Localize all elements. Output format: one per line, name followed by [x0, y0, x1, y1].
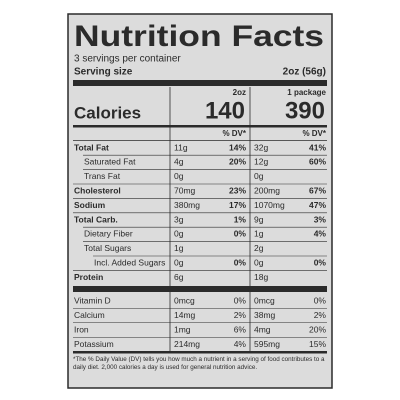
amount: 4mg — [254, 324, 271, 334]
label-box — [67, 13, 333, 389]
daily-value: 0% — [234, 229, 247, 239]
servings: 3 servings per container — [74, 54, 181, 65]
amount: 6g — [174, 272, 184, 282]
medium-rule — [73, 351, 327, 354]
nutrient-name: Total Sugars — [84, 243, 131, 253]
amount: 214mg — [174, 339, 200, 349]
amount: 9g — [254, 214, 264, 224]
amount: 18g — [254, 272, 268, 282]
daily-value: 0% — [314, 295, 327, 305]
amount: 4g — [174, 157, 184, 167]
amount: 11g — [174, 142, 188, 152]
daily-value: 20% — [229, 157, 246, 167]
nutrient-name: Total Fat — [74, 142, 109, 152]
amount: 38mg — [254, 310, 276, 320]
amount: 3g — [174, 214, 184, 224]
medium-rule — [73, 125, 327, 128]
title: Nutrition Facts — [74, 20, 324, 53]
daily-value: 20% — [309, 324, 326, 334]
calories-label: Calories — [74, 103, 141, 122]
amount: 1g — [254, 229, 264, 239]
daily-value: 14% — [229, 142, 246, 152]
nutrient-name: Protein — [74, 272, 103, 282]
column-header: 2oz — [233, 88, 246, 97]
nutrient-name: Saturated Fat — [84, 157, 136, 167]
amount: 1070mg — [254, 200, 285, 210]
daily-value: 0% — [234, 257, 247, 267]
dv-header: % DV* — [302, 129, 326, 138]
amount: 14mg — [174, 310, 196, 320]
amount: 70mg — [174, 185, 196, 195]
serving-size-label: Serving size — [74, 67, 133, 78]
calories-value: 140 — [205, 97, 245, 124]
amount: 0mcg — [174, 295, 195, 305]
amount: 1g — [174, 243, 184, 253]
daily-value: 17% — [229, 200, 246, 210]
amount: 32g — [254, 142, 268, 152]
daily-value: 6% — [234, 324, 247, 334]
amount: 2g — [254, 243, 264, 253]
daily-value: 15% — [309, 339, 326, 349]
daily-value: 0% — [234, 295, 247, 305]
thick-rule — [73, 286, 327, 292]
nutrient-name: Dietary Fiber — [84, 229, 133, 239]
amount: 0g — [174, 171, 184, 181]
nutrient-name: Cholesterol — [74, 185, 121, 195]
dv-header: % DV* — [222, 129, 246, 138]
column-header: 1 package — [287, 88, 326, 97]
amount: 595mg — [254, 339, 280, 349]
thick-rule — [73, 80, 327, 86]
amount: 0g — [174, 257, 184, 267]
nutrient-name: Vitamin D — [74, 295, 111, 305]
nutrient-name: Sodium — [74, 200, 106, 210]
amount: 12g — [254, 157, 268, 167]
calories-value: 390 — [285, 97, 325, 124]
daily-value: 47% — [309, 200, 326, 210]
amount: 200mg — [254, 185, 280, 195]
serving-size: 2oz (56g) — [283, 67, 326, 78]
daily-value: 2% — [314, 310, 327, 320]
daily-value: 41% — [309, 142, 326, 152]
nutrient-name: Total Carb. — [74, 214, 118, 224]
daily-value: 0% — [314, 257, 327, 267]
daily-value: 4% — [314, 229, 327, 239]
nutrient-name: Potassium — [74, 339, 114, 349]
daily-value: 1% — [234, 214, 247, 224]
amount: 0g — [254, 257, 264, 267]
daily-value: 4% — [234, 339, 247, 349]
daily-value: 60% — [309, 157, 326, 167]
amount: 0mcg — [254, 295, 275, 305]
nutrient-name: Incl. Added Sugars — [94, 257, 165, 267]
footnote: *The % Daily Value (DV) tells you how mu… — [73, 356, 325, 371]
daily-value: 2% — [234, 310, 247, 320]
nutrient-name: Trans Fat — [84, 171, 121, 181]
amount: 1mg — [174, 324, 191, 334]
nutrient-name: Iron — [74, 324, 89, 334]
amount: 0g — [254, 171, 264, 181]
amount: 380mg — [174, 200, 200, 210]
nutrient-name: Calcium — [74, 310, 105, 320]
amount: 0g — [174, 229, 184, 239]
daily-value: 3% — [314, 214, 327, 224]
daily-value: 67% — [309, 185, 326, 195]
daily-value: 23% — [229, 185, 246, 195]
